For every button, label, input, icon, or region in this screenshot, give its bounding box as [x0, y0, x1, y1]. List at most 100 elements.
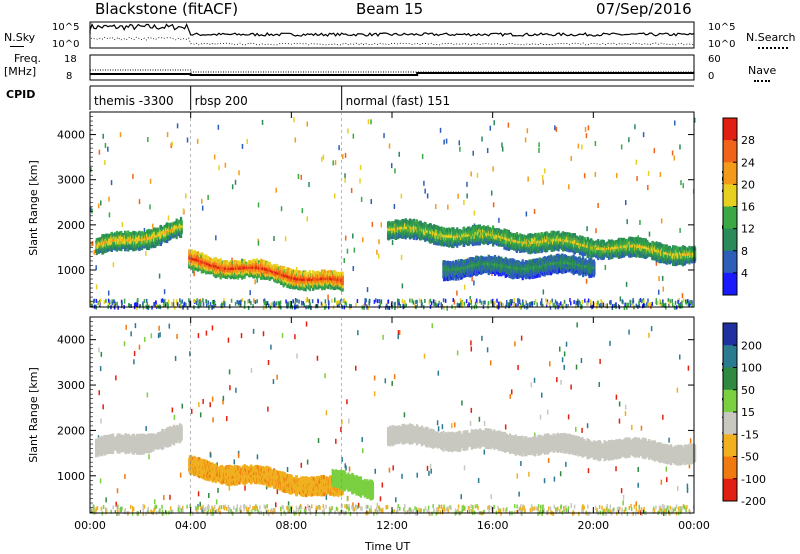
ground-pixel — [418, 298, 421, 303]
ground-pixel — [635, 303, 638, 308]
ground-pixel — [677, 299, 679, 304]
ground-pixel — [521, 302, 524, 307]
ground-pixel — [505, 300, 508, 305]
noise-pixel — [662, 286, 665, 292]
echo-pixel — [95, 251, 98, 256]
cpid-segment-label: rbsp 200 — [195, 94, 248, 108]
ground-pixel — [252, 304, 254, 309]
noise-pixel — [486, 148, 489, 154]
noise-pixel — [424, 188, 426, 194]
echo-pixel — [169, 236, 172, 241]
ground-pixel — [136, 303, 139, 308]
ground-pixel — [121, 301, 123, 306]
freq-label: Freq. — [14, 52, 42, 65]
noise-pixel — [390, 163, 393, 169]
ground-pixel — [613, 303, 616, 308]
ground-pixel — [508, 302, 511, 307]
noise-pixel — [625, 281, 628, 287]
echo-pixel — [168, 222, 171, 227]
echo-pixel — [329, 285, 332, 290]
ground-pixel — [483, 300, 486, 305]
echo-pixel — [180, 220, 183, 224]
ground-pixel — [641, 299, 643, 304]
echo-pixel — [120, 246, 123, 252]
ground-pixel — [577, 303, 580, 308]
ground-pixel — [549, 300, 552, 305]
noise-pixel — [647, 185, 649, 191]
nsky-trace — [89, 22, 695, 37]
ground-pixel — [459, 301, 462, 306]
echo-pixel — [341, 278, 344, 283]
echo-pixel — [325, 284, 329, 289]
ground-pixel — [189, 302, 191, 307]
noise-pixel — [615, 173, 618, 179]
ground-pixel — [99, 298, 102, 303]
ground-pixel — [630, 300, 633, 305]
noise-pixel — [170, 143, 172, 149]
ground-pixel — [348, 303, 351, 308]
ground-pixel — [678, 303, 680, 308]
ground-pixel — [166, 301, 169, 306]
ground-pixel — [494, 300, 496, 305]
ground-pixel — [681, 300, 683, 305]
ground-pixel — [223, 300, 225, 305]
ground-pixel — [479, 299, 481, 304]
ground-pixel — [113, 302, 115, 307]
noise-pixel — [344, 173, 346, 179]
noise-pixel — [366, 287, 369, 293]
ground-pixel — [682, 298, 685, 303]
ground-pixel — [279, 300, 282, 305]
ground-pixel — [143, 298, 146, 303]
ground-pixel — [305, 298, 308, 303]
ground-pixel — [116, 301, 118, 306]
ground-pixel — [244, 300, 246, 305]
noise-pixel — [93, 249, 95, 255]
ground-pixel — [398, 301, 400, 306]
ground-pixel — [651, 301, 654, 306]
noise-pixel — [446, 305, 448, 311]
noise-pixel — [583, 173, 586, 179]
noise-pixel — [238, 170, 240, 176]
noise-pixel — [352, 266, 355, 272]
echo-pixel — [332, 269, 336, 275]
noise-pixel — [207, 194, 209, 200]
noise-pixel — [110, 180, 113, 186]
echo-pixel — [180, 230, 183, 235]
ground-pixel — [111, 301, 113, 306]
noise-pixel — [256, 277, 259, 283]
ground-pixel — [176, 302, 179, 307]
ground-pixel — [287, 301, 289, 306]
noise-pixel — [370, 199, 373, 205]
ground-pixel — [521, 299, 524, 304]
echo-pixel — [172, 234, 175, 239]
noise-pixel — [471, 276, 473, 282]
ground-pixel — [241, 298, 243, 303]
ground-pixel — [510, 301, 513, 306]
echo-pixel — [225, 275, 229, 280]
echo-pixel — [324, 285, 327, 289]
echo-pixel — [327, 270, 330, 275]
ground-pixel — [320, 301, 323, 306]
ground-pixel — [311, 299, 314, 304]
ground-pixel — [632, 303, 634, 308]
ground-pixel — [632, 299, 635, 304]
ground-pixel — [409, 298, 411, 303]
ground-pixel — [189, 300, 191, 305]
echo-pixel — [335, 271, 338, 276]
ground-pixel — [316, 303, 319, 308]
ground-pixel — [247, 305, 250, 310]
echo-pixel — [341, 281, 344, 286]
noise-pixel — [639, 219, 641, 225]
echo-pixel — [225, 260, 229, 265]
echo-pixel — [283, 282, 286, 287]
ground-pixel — [202, 298, 204, 303]
ground-pixel — [429, 298, 432, 303]
echo-pixel — [313, 285, 316, 289]
noise-pixel — [466, 181, 468, 187]
ground-pixel — [500, 302, 503, 307]
ground-pixel — [160, 298, 163, 303]
ground-pixel — [491, 298, 494, 303]
ground-pixel — [575, 300, 577, 305]
echo-pixel — [295, 284, 298, 289]
ground-pixel — [638, 299, 641, 304]
